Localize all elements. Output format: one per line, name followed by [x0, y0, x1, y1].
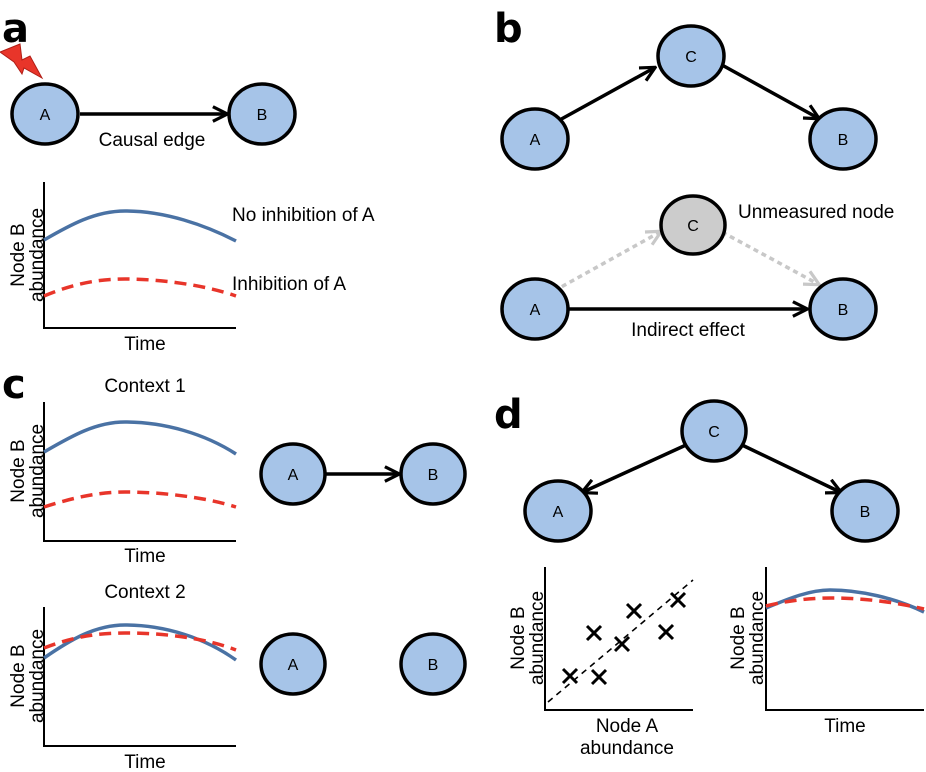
y-axis-label-line2: abundance — [747, 591, 768, 685]
x-axis-label: Time — [824, 716, 866, 737]
node-b — [808, 277, 878, 341]
plot-axes — [43, 607, 236, 747]
y-axis-label-line1: Node B — [508, 606, 529, 669]
curve-inhibition — [43, 490, 237, 509]
node-a — [10, 82, 80, 146]
edge-c-to-a — [583, 443, 687, 492]
node-a-label: A — [288, 467, 299, 484]
node-b — [830, 479, 900, 543]
curve-no-inhibition — [43, 420, 237, 456]
y-axis-label-line1: Node B — [8, 439, 29, 502]
y-axis-label-line1: Node B — [8, 644, 29, 707]
context-1-title: Context 1 — [104, 376, 185, 397]
node-b-label: B — [428, 467, 439, 484]
y-axis-label-line2: abundance — [27, 629, 48, 723]
y-axis-label-line2: abundance — [527, 591, 548, 685]
panel-b: b A C B C A B Unmeasured node Indirect e… — [494, 6, 894, 341]
node-b — [399, 442, 467, 506]
panel-d-letter: d — [494, 392, 523, 438]
panel-b-bottom-network: C A B Unmeasured node Indirect effect — [500, 194, 894, 341]
legend-inhibition: Inhibition of A — [232, 274, 346, 295]
panel-d-network: C A B — [523, 399, 900, 543]
node-a-label: A — [288, 657, 299, 674]
plot-axes — [765, 567, 924, 711]
context-1: Context 1 Node B abundance Time A B — [8, 376, 467, 567]
panel-b-letter: b — [494, 6, 523, 52]
y-axis-label-line1: Node B — [8, 223, 29, 286]
x-axis-label-line1: Node A — [596, 716, 659, 737]
node-b — [227, 82, 297, 146]
scatter-point — [585, 624, 603, 642]
edge-c-to-b — [721, 63, 818, 118]
node-b — [808, 107, 878, 171]
node-c-label: C — [708, 424, 720, 441]
plot-axes — [544, 567, 693, 711]
legend-no-inhibition: No inhibition of A — [232, 205, 375, 226]
unmeasured-node-c — [659, 194, 727, 256]
node-c-label: C — [685, 49, 697, 66]
indirect-effect-label: Indirect effect — [631, 320, 745, 341]
node-a — [259, 442, 327, 506]
scatter-point — [669, 591, 687, 609]
node-b-label: B — [428, 657, 439, 674]
panel-a-plot: Node B abundance Time No inhibition of A… — [8, 182, 375, 355]
node-a-label: A — [40, 107, 51, 124]
node-c — [680, 399, 748, 463]
scatter-point — [625, 602, 643, 620]
hidden-edge-a-to-c — [553, 232, 660, 293]
node-b-label: B — [838, 302, 849, 319]
node-c-label: C — [687, 218, 699, 235]
curve-no-inhibition — [43, 623, 238, 662]
panel-a: a A B Causal edge Node B abundance Time … — [0, 6, 375, 355]
curve-no-inhibition — [765, 588, 925, 614]
node-a-label: A — [530, 132, 541, 149]
plot-axes — [43, 402, 236, 542]
hidden-edge-c-to-b — [721, 230, 818, 284]
panel-c: c Context 1 Node B abundance Time A B Co… — [2, 362, 467, 772]
unmeasured-node-label: Unmeasured node — [738, 202, 894, 223]
context-2-title: Context 2 — [104, 582, 185, 603]
edge-a-to-c — [555, 68, 654, 124]
curve-inhibition — [43, 631, 237, 652]
node-b-label: B — [838, 132, 849, 149]
fit-line — [547, 579, 694, 703]
context-2: Context 2 Node B abundance Time A B — [8, 582, 467, 772]
node-a — [523, 479, 593, 543]
curve-no-inhibition — [43, 209, 237, 243]
node-b-label: B — [257, 107, 268, 124]
plot-axes — [43, 182, 236, 329]
panel-b-top-network: A C B — [500, 24, 878, 171]
scatter-point — [561, 667, 579, 685]
scatter-plot: Node B abundance Node A abundance — [508, 567, 694, 759]
panel-c-letter: c — [2, 362, 26, 408]
edge-c-to-b — [741, 443, 840, 492]
node-a — [500, 107, 570, 171]
panel-d: d C A B Node B abundance Node A abundanc… — [494, 392, 925, 759]
curve-inhibition — [765, 596, 925, 611]
scatter-point — [657, 623, 675, 641]
causal-edge-label: Causal edge — [99, 130, 206, 151]
scatter-point — [590, 668, 608, 686]
node-b — [399, 632, 467, 696]
x-axis-label: Time — [124, 334, 166, 355]
node-c — [656, 24, 726, 88]
curve-inhibition — [43, 277, 237, 298]
node-a-label: A — [530, 302, 541, 319]
node-a-label: A — [553, 504, 564, 521]
x-axis-label: Time — [124, 752, 166, 772]
node-b-label: B — [860, 504, 871, 521]
node-a — [500, 277, 570, 341]
x-axis-label: Time — [124, 546, 166, 567]
y-axis-label-line2: abundance — [27, 208, 48, 302]
y-axis-label-line1: Node B — [728, 606, 749, 669]
node-a — [259, 632, 327, 696]
x-axis-label-line2: abundance — [580, 738, 674, 759]
panel-a-letter: a — [2, 6, 29, 52]
y-axis-label-line2: abundance — [27, 424, 48, 518]
time-plot: Node B abundance Time — [728, 567, 925, 737]
lightning-bolt-icon — [0, 43, 44, 80]
scatter-point — [613, 635, 631, 653]
